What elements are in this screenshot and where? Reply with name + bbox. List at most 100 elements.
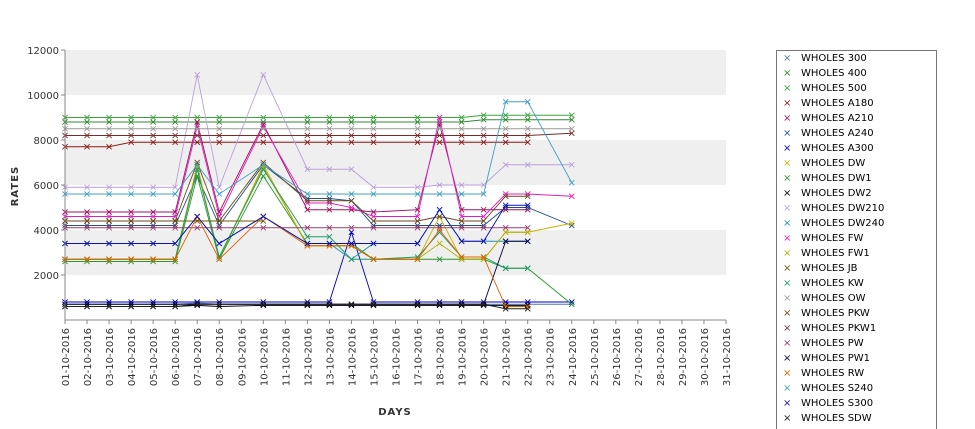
- data-point: [260, 139, 267, 146]
- data-point: [150, 184, 157, 191]
- data-point: [172, 303, 179, 310]
- data-point: [304, 224, 311, 231]
- data-point: [216, 184, 223, 191]
- x-tick-label: 10-10-2016: [259, 328, 270, 386]
- data-point: [304, 119, 311, 125]
- legend-marker-icon: ×: [783, 263, 792, 274]
- data-point: [414, 139, 421, 146]
- x-tick-label: 24-10-2016: [568, 328, 579, 386]
- legend-marker-icon: ×: [783, 143, 792, 154]
- data-point: [128, 224, 135, 231]
- data-point: [502, 204, 509, 211]
- data-point: [106, 132, 112, 139]
- data-point: [216, 114, 223, 121]
- data-point: [106, 114, 112, 121]
- data-point: [128, 184, 135, 191]
- legend-label: WHOLES RW: [801, 368, 865, 379]
- data-point: [216, 303, 223, 310]
- data-point: [260, 132, 267, 139]
- data-point: [502, 191, 509, 197]
- data-point: [480, 301, 487, 308]
- data-point: [304, 302, 311, 309]
- legend: × WHOLES 300 × WHOLES 400 × WHOLES 500 × WHOLES…: [776, 50, 937, 429]
- data-point: [172, 224, 179, 231]
- data-point: [370, 139, 377, 146]
- data-point: [106, 301, 112, 308]
- data-point: [458, 114, 465, 121]
- legend-marker-icon: ×: [783, 323, 792, 334]
- series-layer: [62, 71, 575, 312]
- data-point: [348, 197, 355, 204]
- data-point: [458, 222, 465, 229]
- data-point: [524, 303, 531, 310]
- data-point: [172, 299, 179, 305]
- data-point: [502, 116, 509, 123]
- data-point: [128, 191, 135, 197]
- data-point: [106, 256, 112, 263]
- x-tick-label: 29-10-2016: [678, 328, 689, 386]
- x-tick-label: 07-10-2016: [193, 328, 204, 386]
- data-point: [172, 258, 179, 265]
- series-wholes-sdw: [62, 301, 531, 312]
- data-point: [260, 213, 267, 220]
- data-point: [84, 125, 90, 132]
- data-point: [150, 299, 157, 305]
- data-point: [106, 240, 112, 247]
- data-point: [150, 125, 157, 132]
- data-point: [172, 218, 179, 224]
- data-point: [150, 256, 157, 263]
- data-point: [326, 119, 333, 125]
- data-point: [194, 132, 201, 139]
- data-point: [304, 166, 311, 173]
- legend-item: × WHOLES 500: [777, 81, 936, 96]
- legend-label: WHOLES DW240: [801, 218, 885, 229]
- legend-item: × WHOLES A180: [777, 96, 936, 111]
- legend-label: WHOLES PKW1: [801, 323, 877, 334]
- data-point: [370, 213, 377, 220]
- data-point: [106, 299, 112, 305]
- data-point: [436, 191, 443, 197]
- data-point: [458, 213, 465, 220]
- x-tick-label: 05-10-2016: [149, 328, 160, 386]
- data-point: [216, 224, 223, 231]
- data-point: [194, 213, 201, 220]
- data-point: [216, 299, 223, 305]
- legend-item: × WHOLES PKW: [777, 306, 936, 321]
- data-point: [458, 256, 465, 263]
- legend-marker-icon: ×: [783, 53, 792, 64]
- legend-item: × WHOLES DW210: [777, 201, 936, 216]
- grid-band: [65, 185, 726, 230]
- data-point: [502, 224, 509, 231]
- data-point: [128, 213, 135, 220]
- data-point: [414, 301, 421, 308]
- data-point: [128, 218, 135, 224]
- data-point: [348, 302, 355, 309]
- data-point: [436, 301, 443, 308]
- data-point: [260, 218, 267, 224]
- data-point: [370, 114, 377, 121]
- data-point: [128, 303, 135, 310]
- data-point: [348, 204, 355, 211]
- data-point: [348, 256, 355, 263]
- data-point: [106, 258, 112, 265]
- series-wholes-ow: [62, 125, 575, 132]
- legend-marker-icon: ×: [783, 83, 792, 94]
- y-axis-title: RATES: [10, 166, 21, 207]
- data-point: [106, 191, 112, 197]
- data-point: [326, 200, 333, 206]
- data-point: [414, 256, 421, 263]
- data-point: [150, 240, 157, 247]
- legend-marker-icon: ×: [783, 308, 792, 319]
- data-point: [150, 222, 157, 229]
- series-wholes-pkw: [62, 159, 531, 224]
- data-point: [414, 184, 421, 191]
- legend-marker-icon: ×: [783, 98, 792, 109]
- data-point: [480, 302, 487, 309]
- data-point: [216, 218, 223, 224]
- data-point: [150, 213, 157, 220]
- legend-label: WHOLES A240: [801, 128, 874, 139]
- series-wholes-s300: [62, 202, 531, 247]
- data-point: [436, 132, 443, 139]
- data-point: [84, 299, 90, 305]
- legend-item: × WHOLES PW1: [777, 351, 936, 366]
